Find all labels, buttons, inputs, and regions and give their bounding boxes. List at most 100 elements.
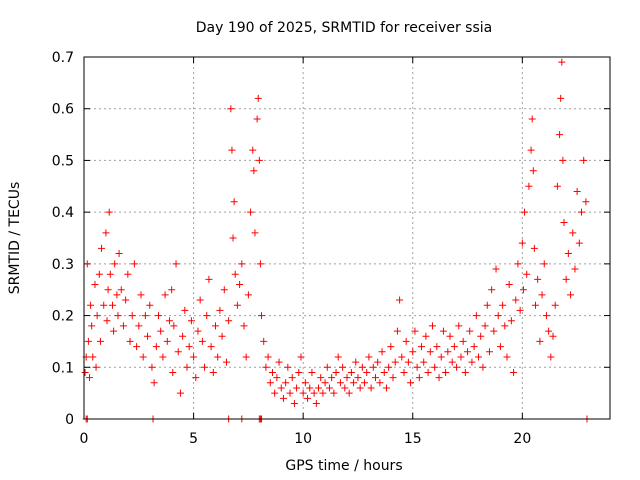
data-point — [361, 379, 369, 387]
data-point — [124, 270, 132, 278]
data-point — [393, 327, 401, 335]
data-point — [382, 384, 390, 392]
data-point — [115, 250, 123, 258]
data-point — [150, 379, 158, 387]
data-point — [428, 322, 436, 330]
data-point — [352, 358, 360, 366]
data-point — [144, 332, 152, 340]
data-point — [387, 343, 395, 351]
data-points — [81, 58, 591, 423]
data-point — [334, 353, 342, 361]
data-point — [111, 260, 119, 268]
data-point — [358, 363, 366, 371]
data-point — [507, 317, 515, 325]
data-point — [363, 368, 371, 376]
data-point — [578, 208, 586, 216]
data-point — [288, 374, 296, 382]
data-point — [437, 353, 445, 361]
data-point — [105, 208, 113, 216]
x-tick-label: 10 — [294, 431, 312, 447]
data-point — [538, 291, 546, 299]
data-point — [214, 353, 222, 361]
data-point — [89, 353, 97, 361]
data-point — [545, 327, 553, 335]
data-point — [336, 379, 344, 387]
data-point — [404, 358, 412, 366]
data-point — [444, 348, 452, 356]
data-point — [275, 358, 283, 366]
data-point — [88, 322, 96, 330]
chart-title: Day 190 of 2025, SRMTID for receiver ssi… — [196, 20, 492, 36]
data-point — [569, 229, 577, 237]
data-point — [505, 281, 513, 289]
data-point — [96, 337, 104, 345]
data-point — [573, 187, 581, 195]
data-point — [459, 337, 467, 345]
data-point — [141, 312, 149, 320]
data-point — [198, 337, 206, 345]
data-point — [510, 368, 518, 376]
data-point — [98, 244, 106, 252]
data-point — [556, 131, 564, 139]
gridlines — [84, 57, 610, 419]
data-point — [398, 353, 406, 361]
data-point — [312, 399, 320, 407]
y-tick-label: 0.7 — [52, 50, 74, 66]
data-point — [319, 389, 327, 397]
data-point — [492, 265, 500, 273]
data-point — [466, 327, 474, 335]
data-point — [426, 348, 434, 356]
data-point — [339, 363, 347, 371]
data-point — [297, 353, 305, 361]
data-point — [564, 250, 572, 258]
data-point — [485, 348, 493, 356]
data-point — [229, 234, 237, 242]
y-tick-label: 0.4 — [52, 205, 74, 221]
data-point — [170, 322, 178, 330]
data-point — [187, 317, 195, 325]
data-point — [264, 353, 272, 361]
data-point — [512, 296, 520, 304]
data-point — [290, 399, 298, 407]
data-point — [354, 374, 362, 382]
data-point — [325, 384, 333, 392]
data-point — [161, 291, 169, 299]
data-point — [205, 275, 213, 283]
data-point — [396, 296, 404, 304]
data-point — [249, 146, 257, 154]
data-point — [519, 286, 527, 294]
data-point — [95, 270, 103, 278]
data-point — [503, 353, 511, 361]
data-point — [220, 286, 228, 294]
data-point — [542, 312, 550, 320]
data-point — [514, 260, 522, 268]
data-point — [369, 363, 377, 371]
data-point — [258, 312, 266, 320]
data-point — [521, 208, 529, 216]
data-point — [317, 374, 325, 382]
data-point — [110, 327, 118, 335]
data-point — [490, 327, 498, 335]
data-point — [203, 312, 211, 320]
data-point — [559, 156, 567, 164]
data-point — [253, 115, 261, 123]
data-point — [181, 306, 189, 314]
data-point — [260, 337, 268, 345]
data-point — [553, 182, 561, 190]
data-point — [230, 198, 238, 206]
data-point — [422, 332, 430, 340]
x-tick-label: 0 — [80, 431, 89, 447]
data-point — [176, 389, 184, 397]
data-point — [527, 146, 535, 154]
data-point — [135, 322, 143, 330]
data-point — [244, 291, 252, 299]
data-point — [139, 353, 147, 361]
data-point — [254, 94, 262, 102]
data-point — [201, 363, 209, 371]
data-point — [228, 146, 236, 154]
data-point — [84, 337, 92, 345]
data-point — [328, 374, 336, 382]
data-point — [453, 363, 461, 371]
data-point — [315, 384, 323, 392]
data-point — [558, 58, 566, 66]
